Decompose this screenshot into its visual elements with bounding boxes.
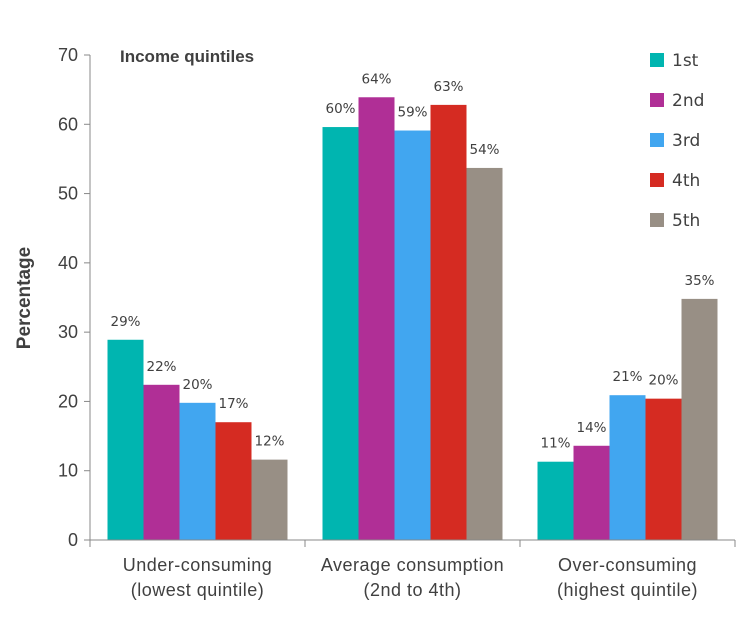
- x-axis: Under-consuming (lowest quintile) Average …: [89, 539, 736, 600]
- y-tick-label: 30: [58, 322, 78, 342]
- bar-1st: [107, 339, 144, 540]
- bars: 29% 22% 20% 17% 12% 60% 64% 59% 63% 54% 11% 14% 21% 2…: [107, 71, 718, 541]
- bar-5th: [681, 298, 718, 540]
- data-label: 63%: [433, 79, 463, 95]
- data-label: 59%: [397, 105, 427, 121]
- x-category-label: Over-consuming: [558, 555, 697, 575]
- data-label: 14%: [576, 420, 606, 436]
- chart-subtitle: Income quintiles: [120, 47, 254, 66]
- data-label: 64%: [361, 71, 391, 87]
- bar-4th: [430, 104, 467, 540]
- bar-3rd: [394, 130, 431, 540]
- data-label: 20%: [182, 377, 212, 393]
- data-label: 60%: [325, 101, 355, 117]
- data-label: 17%: [218, 396, 248, 412]
- bar-2nd: [358, 97, 395, 540]
- y-tick-label: 40: [58, 253, 78, 273]
- bar-2nd: [573, 445, 610, 540]
- bar-5th: [251, 459, 288, 540]
- y-tick-label: 10: [58, 461, 78, 481]
- bar-1st: [322, 127, 359, 541]
- bar-3rd: [609, 395, 646, 540]
- data-label: 12%: [254, 434, 284, 450]
- y-tick-label: 20: [58, 391, 78, 411]
- legend-label: 5th: [672, 211, 700, 231]
- legend-swatch: [650, 133, 664, 147]
- y-tick-label: 0: [68, 530, 78, 550]
- bar-4th: [215, 422, 252, 540]
- y-axis: 0 10 20 30 40 50 60 70: [58, 45, 91, 550]
- legend-swatch: [650, 93, 664, 107]
- x-category-label: (2nd to 4th): [363, 580, 461, 600]
- y-tick-label: 70: [58, 45, 78, 65]
- data-label: 11%: [540, 436, 570, 452]
- data-label: 29%: [110, 314, 140, 330]
- legend-label: 4th: [672, 171, 700, 191]
- bar-2nd: [143, 384, 180, 540]
- legend-label: 3rd: [672, 131, 700, 151]
- data-label: 35%: [684, 273, 714, 289]
- data-label: 22%: [146, 359, 176, 375]
- legend-swatch: [650, 53, 664, 67]
- data-label: 21%: [612, 369, 642, 385]
- bar-1st: [537, 461, 574, 540]
- bar-3rd: [179, 402, 216, 540]
- legend-swatch: [650, 173, 664, 187]
- y-tick-label: 60: [58, 114, 78, 134]
- x-category-label: (lowest quintile): [131, 580, 265, 600]
- y-tick-label: 50: [58, 184, 78, 204]
- legend-label: 1st: [672, 51, 699, 71]
- data-label: 54%: [469, 142, 499, 158]
- data-label: 20%: [648, 373, 678, 389]
- bar-5th: [466, 167, 503, 540]
- x-category-label: Under-consuming: [123, 555, 273, 575]
- y-axis-label: Percentage: [14, 247, 35, 349]
- legend-label: 2nd: [672, 91, 704, 111]
- legend-swatch: [650, 213, 664, 227]
- x-category-label: (highest quintile): [557, 580, 698, 600]
- x-category-label: Average consumption: [321, 555, 504, 575]
- legend: 1st 2nd 3rd 4th 5th: [650, 51, 704, 231]
- bar-4th: [645, 398, 682, 540]
